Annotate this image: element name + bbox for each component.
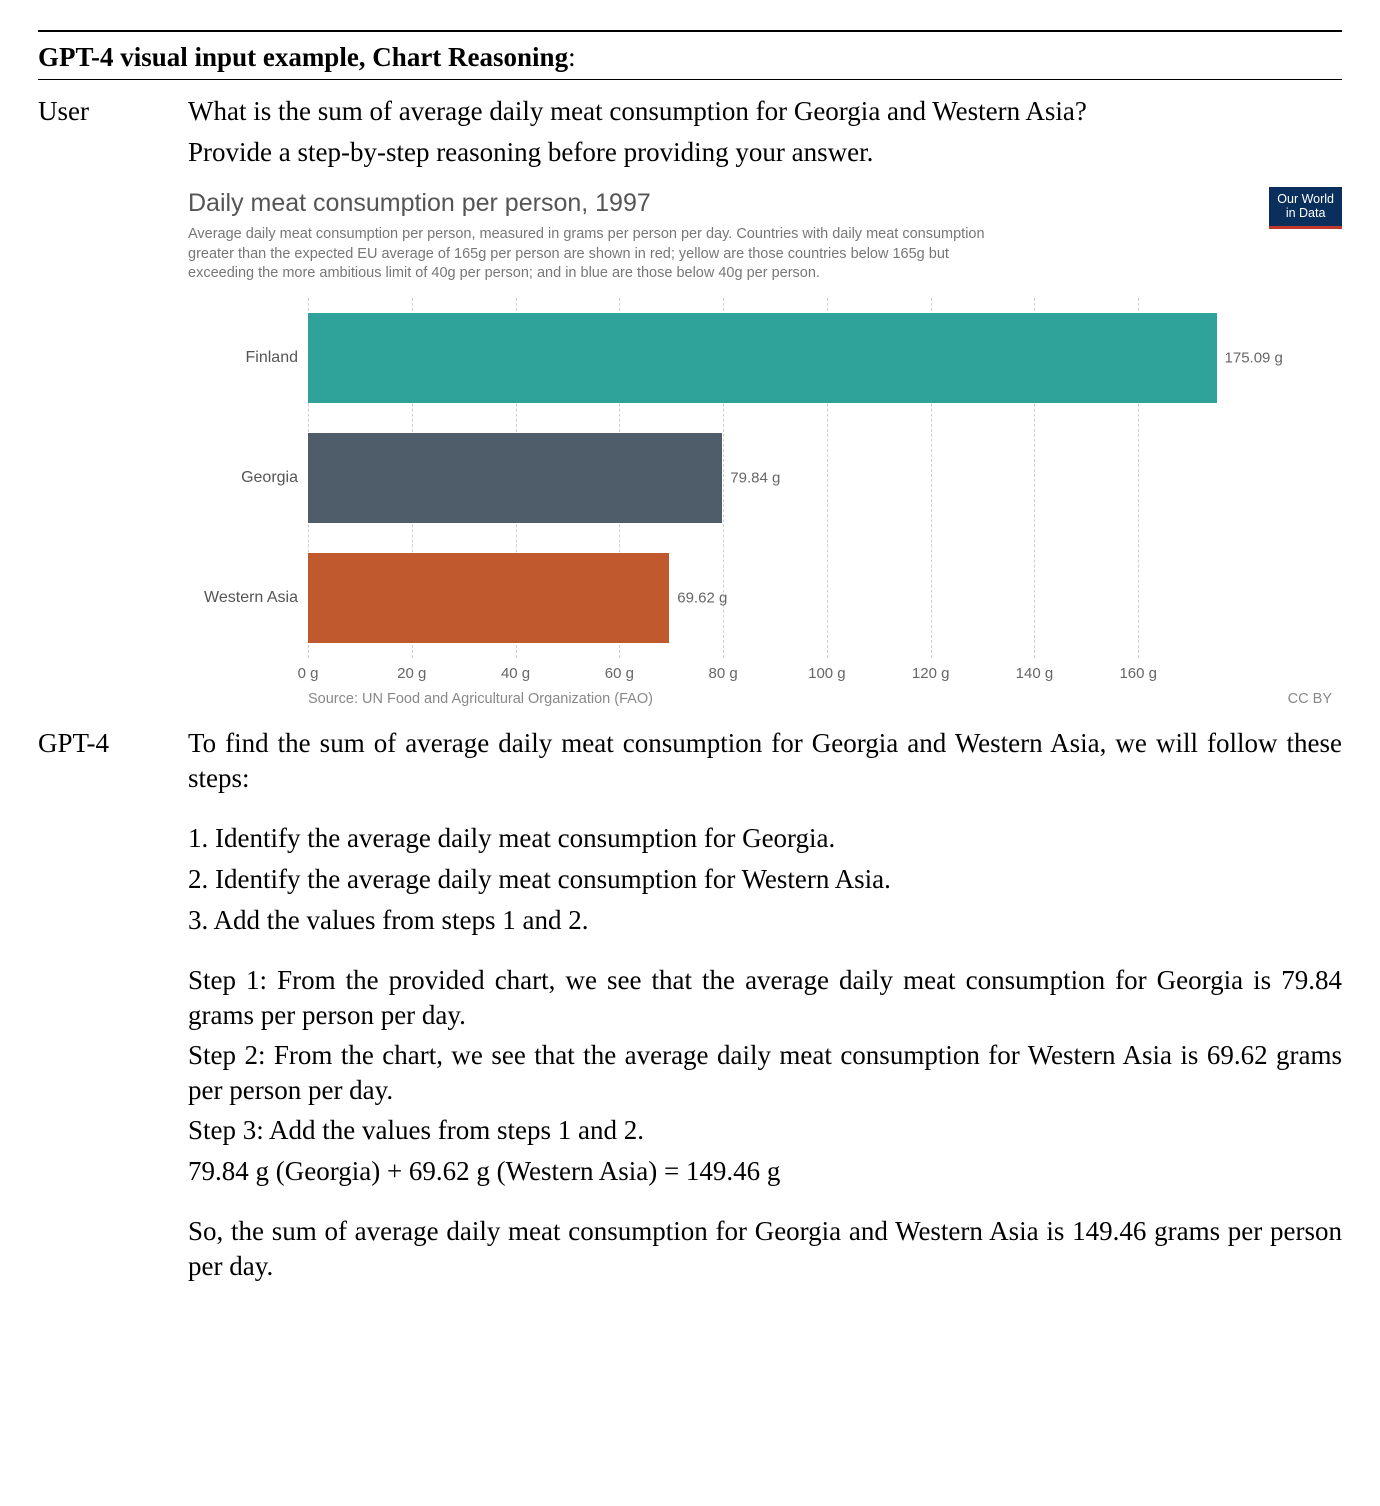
- bar-row: Finland175.09 g: [308, 313, 1242, 403]
- header-bold: GPT-4 visual input example, Chart Reason…: [38, 42, 568, 72]
- bar-label: Georgia: [178, 468, 298, 488]
- gpt4-conclusion: So, the sum of average daily meat consum…: [188, 1214, 1342, 1283]
- bar: 175.09 g: [308, 313, 1217, 403]
- chart-subtitle: Average daily meat consumption per perso…: [188, 225, 1008, 284]
- user-row: User What is the sum of average daily me…: [38, 94, 1342, 718]
- chart-plot: Finland175.09 g Georgia79.84 g Western Asi…: [308, 298, 1332, 688]
- bar: 79.84 g: [308, 433, 722, 523]
- example-header: GPT-4 visual input example, Chart Reason…: [38, 38, 1342, 79]
- x-tick: 0 g: [298, 664, 319, 683]
- owid-badge: Our World in Data: [1269, 187, 1342, 229]
- gpt4-step2: Step 2: From the chart, we see that the …: [188, 1038, 1342, 1107]
- x-tick: 120 g: [912, 664, 950, 683]
- badge-line2: in Data: [1277, 206, 1334, 220]
- bar-value: 175.09 g: [1225, 348, 1283, 367]
- x-tick: 60 g: [605, 664, 634, 683]
- speaker-gpt4: GPT-4: [38, 726, 188, 759]
- chart-footer: Source: UN Food and Agricultural Organiz…: [308, 690, 1332, 709]
- user-content: What is the sum of average daily meat co…: [188, 94, 1342, 718]
- mid-rule: [38, 79, 1342, 80]
- bar-label: Finland: [178, 348, 298, 368]
- gpt4-step3b: 79.84 g (Georgia) + 69.62 g (Western Asi…: [188, 1154, 1342, 1189]
- gpt4-content: To find the sum of average daily meat co…: [188, 726, 1342, 1289]
- gpt4-intro: To find the sum of average daily meat co…: [188, 726, 1342, 795]
- chart-source: Source: UN Food and Agricultural Organiz…: [308, 690, 653, 709]
- gpt4-list2: 2. Identify the average daily meat consu…: [188, 862, 1342, 897]
- x-tick: 160 g: [1119, 664, 1157, 683]
- user-prompt-line2: Provide a step-by-step reasoning before …: [188, 135, 1342, 170]
- gpt4-step1: Step 1: From the provided chart, we see …: [188, 963, 1342, 1032]
- x-tick: 140 g: [1016, 664, 1054, 683]
- speaker-user: User: [38, 94, 188, 127]
- chart-license: CC BY: [1288, 690, 1332, 709]
- bar-label: Western Asia: [178, 588, 298, 608]
- gpt4-step3a: Step 3: Add the values from steps 1 and …: [188, 1113, 1342, 1148]
- chart-bars: Finland175.09 g Georgia79.84 g Western Asi…: [308, 298, 1242, 658]
- chart-container: Our World in Data Daily meat consumption…: [188, 187, 1342, 708]
- x-tick: 40 g: [501, 664, 530, 683]
- header-suffix: :: [568, 42, 576, 72]
- bar-row: Western Asia69.62 g: [308, 553, 1242, 643]
- gpt4-list1: 1. Identify the average daily meat consu…: [188, 821, 1342, 856]
- bar-row: Georgia79.84 g: [308, 433, 1242, 523]
- chart-title: Daily meat consumption per person, 1997: [188, 187, 1342, 219]
- x-tick: 80 g: [709, 664, 738, 683]
- gpt4-list3: 3. Add the values from steps 1 and 2.: [188, 903, 1342, 938]
- bar-value: 79.84 g: [730, 468, 780, 487]
- bar-value: 69.62 g: [677, 588, 727, 607]
- bar: 69.62 g: [308, 553, 669, 643]
- badge-line1: Our World: [1277, 192, 1334, 206]
- x-tick: 100 g: [808, 664, 846, 683]
- gpt4-row: GPT-4 To find the sum of average daily m…: [38, 726, 1342, 1289]
- chart-x-axis: 0 g20 g40 g60 g80 g100 g120 g140 g160 g: [308, 658, 1242, 688]
- top-rule: [38, 30, 1342, 32]
- user-prompt-line1: What is the sum of average daily meat co…: [188, 94, 1342, 129]
- x-tick: 20 g: [397, 664, 426, 683]
